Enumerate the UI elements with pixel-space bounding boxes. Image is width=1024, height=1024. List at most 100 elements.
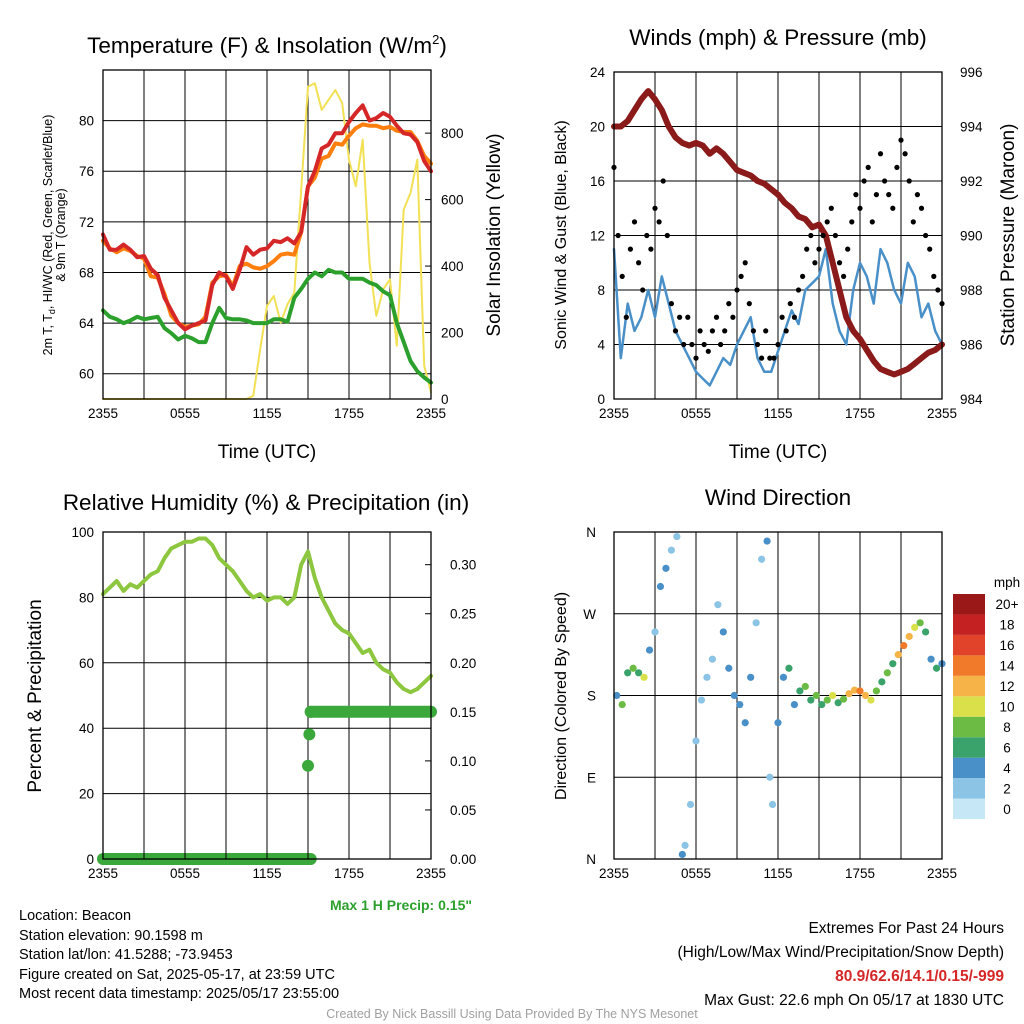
chart4-direction-point [758, 555, 766, 563]
chart2-gust-point [697, 328, 703, 334]
chart2-ytick-label: 4 [597, 338, 605, 353]
chart3-title: Relative Humidity (%) & Precipitation (i… [63, 490, 469, 515]
chart2-ytick-label: 12 [590, 229, 605, 244]
chart2-gust-point [660, 178, 666, 184]
colorbar-label: 6 [1003, 740, 1011, 755]
chart2-gust-point [656, 219, 662, 225]
chart2-y2tick-label: 992 [960, 174, 983, 189]
chart4-direction-point [840, 695, 848, 703]
chart4-direction-point [911, 623, 919, 631]
chart2-xtick-label: 1155 [763, 406, 792, 421]
chart4-direction-point [662, 564, 670, 572]
chart4-direction-point [922, 628, 930, 636]
chart2-gust-point [767, 355, 773, 361]
chart2-gust-point [644, 232, 650, 239]
chart3-xtick-label: 1755 [334, 866, 364, 881]
chart3-ytick-label: 20 [79, 787, 94, 802]
max-gust-label: Max Gust: 22.6 mph On 05/17 at 1830 UTC [704, 992, 1004, 1009]
chart1-ytick-label: 72 [79, 215, 94, 230]
chart2-gust-point [836, 260, 843, 266]
chart2-gust-point [627, 246, 634, 252]
chart1-y2tick-label: 600 [441, 193, 464, 208]
chart2-title: Winds (mph) & Pressure (mb) [629, 25, 927, 50]
chart4-title: Wind Direction [705, 485, 851, 510]
chart3-y2tick-label: 0.00 [450, 852, 476, 867]
chart3-precip-point [304, 705, 317, 718]
chart4-direction-point [905, 632, 913, 641]
chart4-direction-point [736, 700, 744, 709]
chart3-y2tick-label: 0.20 [450, 656, 476, 671]
chart4-direction-point [796, 687, 804, 695]
chart2-gust-point [750, 328, 757, 334]
chart4-ytick-label: N [586, 525, 596, 540]
colorbar-label: 14 [999, 659, 1015, 674]
colorbar-swatch [953, 778, 985, 799]
chart4-direction-point [678, 850, 686, 859]
chart4-direction-point [801, 682, 809, 691]
chart4-direction-point [894, 651, 902, 659]
chart3-precip-point [302, 759, 314, 772]
chart2-gust-point [787, 301, 793, 307]
chart3-ytick-label: 40 [79, 721, 94, 736]
colorbar-label: 16 [999, 638, 1014, 653]
colorbar-swatch [953, 614, 985, 635]
chart4-direction-point [856, 687, 864, 695]
chart4-xtick-label: 2355 [599, 866, 629, 881]
chart4-direction-point [861, 691, 870, 700]
colorbar-swatch [953, 634, 985, 656]
chart1-xtick-label: 0555 [170, 406, 200, 421]
chart4-direction-point [651, 628, 659, 636]
chart2-gust-point [882, 178, 888, 184]
chart2-gust-point [742, 260, 748, 266]
extremes-values: 80.9/62.6/14.1/0.15/-999 [835, 968, 1004, 985]
chart2-ytick-label: 0 [597, 392, 605, 407]
chart2-gust-point [759, 355, 765, 361]
chart1-ytick-label: 64 [79, 316, 95, 331]
colorbar-label: 18 [999, 618, 1014, 633]
chart2-gust-point [689, 341, 695, 348]
chart2-gust-point [771, 355, 777, 361]
chart4-xtick-label: 1755 [845, 866, 875, 881]
chart2-gust-point [857, 205, 863, 211]
chart2-gust-point [845, 246, 851, 252]
chart2-gust-point [664, 232, 670, 239]
chart3-series-rh [101, 536, 433, 695]
chart1-ytick-label: 76 [79, 164, 94, 179]
chart1-y2tick-label: 200 [441, 326, 464, 341]
colorbar-label: 10 [999, 700, 1014, 715]
chart4-ytick-label: S [587, 689, 596, 704]
extremes-block: Extremes For Past 24 Hours (High/Low/Max… [678, 917, 1005, 1013]
chart4-direction-point [807, 696, 815, 704]
chart2-gust-point [718, 341, 724, 348]
chart2-gust-point [927, 246, 933, 252]
max-precip-annotation: Max 1 H Precip: 0.15" [329, 897, 472, 913]
chart3-xtick-label: 0555 [170, 866, 200, 881]
chart2-gust-point [886, 192, 892, 198]
chart2-gust-point [795, 287, 802, 293]
chart2-y2label: Station Pressure (Maroon) [998, 124, 1019, 347]
chart2-gust-point [672, 328, 679, 334]
chart4-direction-point [640, 673, 648, 681]
chart2-gust-point [804, 246, 810, 252]
chart2-gust-point [808, 232, 814, 239]
chart4-direction-point [774, 719, 782, 727]
chart4-direction-point [635, 669, 643, 677]
chart2-gust-point [828, 205, 834, 211]
colorbar-label: 20+ [996, 597, 1019, 612]
chart2-xtick-label: 0555 [681, 406, 711, 421]
chart3-precip-point [303, 728, 316, 741]
chart3-ytick-label: 100 [71, 525, 94, 540]
chart2-gust-point [754, 341, 761, 348]
chart4-direction-point [927, 655, 935, 663]
colorbar-swatch [953, 798, 985, 819]
chart2-xtick-label: 2355 [599, 406, 629, 421]
chart4-xtick-label: 1155 [763, 866, 792, 881]
chart1-series-0 [101, 267, 433, 385]
chart4-ytick-label: E [587, 770, 596, 785]
chart1-ytick-label: 68 [79, 265, 94, 280]
chart2-gust-point [890, 205, 896, 211]
chart2-gust-point [746, 301, 752, 307]
chart4-direction-point [667, 546, 676, 554]
chart3-ytick-label: 0 [86, 852, 94, 867]
colorbar-swatch [953, 737, 985, 758]
